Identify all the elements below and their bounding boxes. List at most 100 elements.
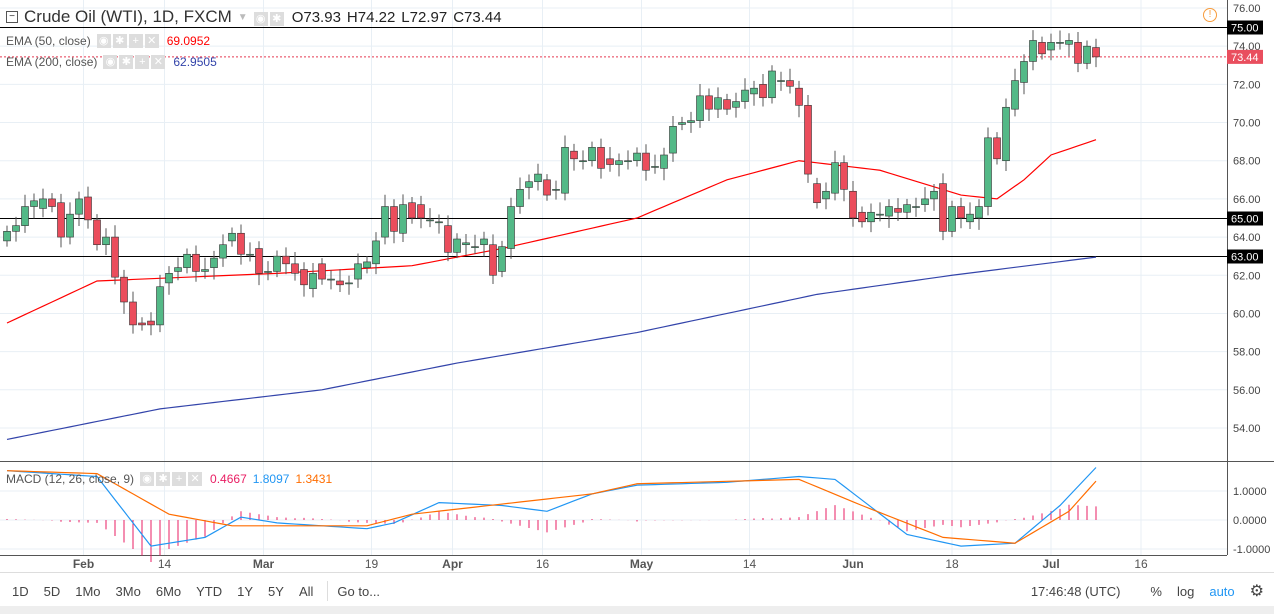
candle-down <box>858 211 866 223</box>
gear-icon[interactable]: ✱ <box>112 34 127 48</box>
candle-up <box>228 232 236 242</box>
range-all[interactable]: All <box>298 583 314 599</box>
candle-up <box>1083 45 1091 64</box>
macd-value: 1.8097 <box>252 471 290 486</box>
candle-down <box>804 105 812 175</box>
x-tick-label: Feb <box>73 557 94 571</box>
plus-icon[interactable]: + <box>135 55 150 69</box>
candle-up <box>633 152 641 162</box>
gear-icon[interactable]: ✱ <box>269 12 284 26</box>
candle-up <box>660 154 668 169</box>
eye-icon[interactable]: ◉ <box>253 12 268 26</box>
low-value: L72.97 <box>401 8 448 26</box>
candle-down <box>300 269 308 286</box>
candle-up <box>975 206 983 219</box>
collapse-icon[interactable]: − <box>6 11 18 23</box>
plus-icon[interactable]: + <box>128 34 143 48</box>
candle-up <box>183 253 191 268</box>
log-toggle[interactable]: log <box>1176 583 1195 599</box>
symbol-title[interactable]: Crude Oil (WTI), 1D, FXCM <box>24 7 232 26</box>
eye-icon[interactable]: ◉ <box>103 55 118 69</box>
goto-button[interactable]: Go to... <box>337 583 381 599</box>
close-icon[interactable]: ✕ <box>188 472 203 486</box>
ema50-legend: EMA (50, close) ◉ ✱ + ✕ 69.0952 <box>6 33 210 48</box>
ema200-legend: EMA (200, close) ◉ ✱ + ✕ 62.9505 <box>6 54 217 69</box>
percent-toggle[interactable]: % <box>1150 583 1162 599</box>
range-5d[interactable]: 5D <box>43 583 61 599</box>
candle-down <box>318 263 326 280</box>
open-value: O73.93 <box>291 8 341 26</box>
ema50-label[interactable]: EMA (50, close) <box>6 33 91 48</box>
alert-icon[interactable]: ! <box>1203 8 1217 22</box>
close-icon[interactable]: ✕ <box>151 55 166 69</box>
candle-up <box>561 147 569 194</box>
gear-icon[interactable]: ✱ <box>119 55 134 69</box>
candle-up <box>516 189 524 207</box>
candle-down <box>255 248 263 274</box>
settings-gear-icon[interactable]: ⚙ <box>1249 583 1264 600</box>
range-3mo[interactable]: 3Mo <box>115 583 141 599</box>
candle-up <box>678 122 686 125</box>
range-ytd[interactable]: YTD <box>196 583 223 599</box>
candle-up <box>156 286 164 326</box>
macd-label[interactable]: MACD (12, 26, close, 9) <box>6 471 135 486</box>
macd-tick-label: 0.0000 <box>1233 515 1267 527</box>
candle-up <box>714 97 722 110</box>
auto-toggle[interactable]: auto <box>1209 583 1235 599</box>
candle-down <box>723 99 731 110</box>
candle-up <box>669 126 677 154</box>
ema200-label[interactable]: EMA (200, close) <box>6 54 98 69</box>
candle-up <box>498 246 506 272</box>
range-5y[interactable]: 5Y <box>268 583 284 599</box>
candle-down <box>1074 42 1082 64</box>
plus-icon[interactable]: + <box>172 472 187 486</box>
y-tick-label: 70.00 <box>1233 118 1261 130</box>
candle-up <box>75 198 83 215</box>
range-1y[interactable]: 1Y <box>237 583 254 599</box>
candle-up <box>588 147 596 162</box>
close-icon[interactable]: ✕ <box>144 34 159 48</box>
x-tick-label: Mar <box>253 557 275 571</box>
y-tick-label: 76.00 <box>1233 3 1261 15</box>
eye-icon[interactable]: ◉ <box>140 472 155 486</box>
gear-icon[interactable]: ✱ <box>156 472 171 486</box>
x-tick-label: 18 <box>945 557 959 571</box>
candle-down <box>570 150 578 160</box>
range-1mo[interactable]: 1Mo <box>75 583 101 599</box>
candle-down <box>48 198 56 207</box>
x-tick-label: May <box>630 557 654 571</box>
x-tick-label: Apr <box>442 557 463 571</box>
candle-up <box>66 213 74 238</box>
candle-up <box>831 162 839 194</box>
chevron-down-icon[interactable]: ▼ <box>237 11 248 23</box>
candle-up <box>1047 42 1055 51</box>
clock[interactable]: 17:46:48 (UTC) <box>1030 583 1121 599</box>
candle-up <box>174 267 182 272</box>
macd-tick-label: 1.0000 <box>1233 486 1267 498</box>
candle-up <box>696 95 704 121</box>
candle-up <box>309 273 317 289</box>
candle-up <box>1002 106 1010 162</box>
candle-down <box>138 322 146 326</box>
range-1d[interactable]: 1D <box>12 583 29 599</box>
candle-down <box>291 263 299 274</box>
y-tick-label: 60.00 <box>1233 308 1261 320</box>
candle-up <box>732 101 740 108</box>
candle-up <box>219 244 227 259</box>
eye-icon[interactable]: ◉ <box>96 34 111 48</box>
x-tick-label: 16 <box>1134 557 1148 571</box>
price-chart[interactable]: 76.0074.0072.0070.0068.0066.0064.0062.00… <box>0 0 1274 572</box>
candle-up <box>435 221 443 224</box>
candle-up <box>102 236 110 246</box>
candle-down <box>408 202 416 219</box>
candle-up <box>3 231 11 242</box>
candle-down <box>642 152 650 171</box>
candle-down <box>390 206 398 232</box>
candle-up <box>948 206 956 232</box>
signal-line <box>6 470 1097 544</box>
h-line-label-bg <box>1227 249 1263 264</box>
candle-down <box>237 232 245 255</box>
ema50-line <box>6 139 1097 324</box>
range-6mo[interactable]: 6Mo <box>155 583 182 599</box>
macd-line <box>6 467 1097 547</box>
